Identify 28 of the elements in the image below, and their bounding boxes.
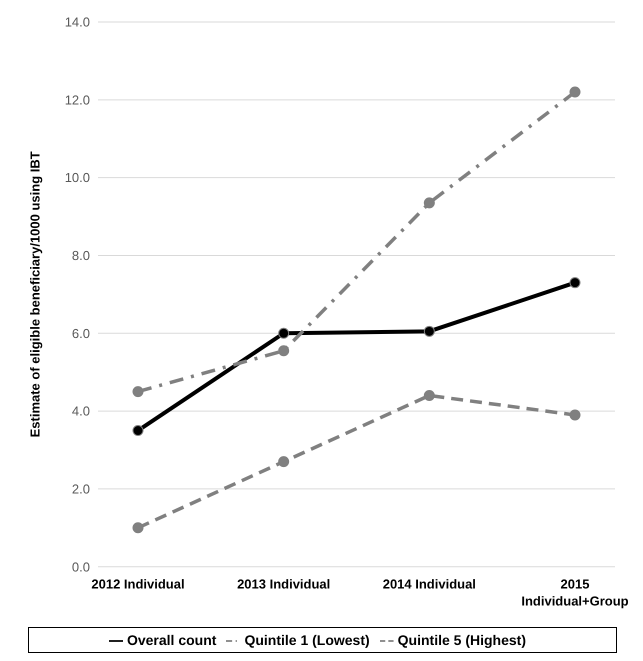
- y-axis-title: Estimate of eligible beneficiary/1000 using IBT: [28, 151, 43, 438]
- point: [132, 386, 144, 398]
- y-tick-label: 2.0: [72, 482, 90, 497]
- y-tick-label: 14.0: [64, 14, 90, 30]
- legend-label: Quintile 5 (Highest): [398, 632, 526, 648]
- point: [132, 522, 144, 534]
- y-tick-label: 8.0: [72, 248, 90, 264]
- legend-label: Quintile 1 (Lowest): [244, 632, 370, 648]
- point: [424, 390, 435, 402]
- point: [278, 456, 290, 468]
- x-tick-label: 2012 Individual: [91, 576, 185, 592]
- y-tick-label: 0.0: [72, 559, 90, 574]
- x-tick-label: 2014 Individual: [382, 576, 476, 592]
- point: [278, 328, 290, 339]
- point: [132, 425, 144, 436]
- y-tick-label: 4.0: [72, 404, 90, 419]
- point: [278, 345, 290, 356]
- legend-label: Overall count: [126, 632, 216, 648]
- x-tick-label: 2013 Individual: [237, 576, 330, 592]
- point: [570, 86, 580, 98]
- point: [570, 409, 580, 420]
- point: [570, 277, 580, 288]
- point: [424, 326, 435, 337]
- x-tick-label: 2015 Individual+Group: [521, 576, 629, 609]
- y-tick-label: 10.0: [64, 170, 90, 186]
- y-tick-label: 6.0: [72, 326, 90, 341]
- point: [424, 197, 435, 208]
- y-tick-label: 12.0: [64, 92, 90, 108]
